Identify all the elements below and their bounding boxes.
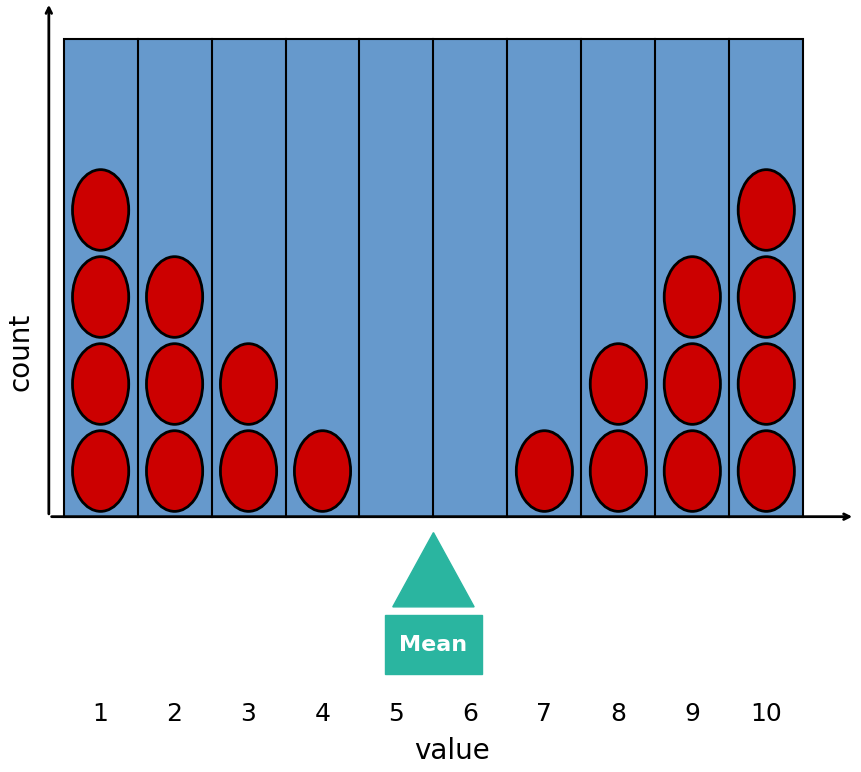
Circle shape [737,344,794,425]
Text: Mean: Mean [399,635,467,655]
Circle shape [737,170,794,250]
X-axis label: value: value [413,737,489,765]
Circle shape [72,431,128,511]
Circle shape [72,256,128,337]
Circle shape [737,431,794,511]
Polygon shape [393,533,474,607]
Circle shape [146,256,202,337]
Circle shape [72,344,128,425]
Y-axis label: count: count [7,313,35,391]
Circle shape [294,431,350,511]
Circle shape [737,256,794,337]
Circle shape [220,344,276,425]
Circle shape [590,431,646,511]
Circle shape [590,344,646,425]
Circle shape [516,431,572,511]
Bar [64,39,802,516]
Circle shape [72,170,128,250]
Circle shape [146,344,202,425]
Circle shape [220,431,276,511]
Circle shape [664,344,720,425]
Polygon shape [385,615,481,674]
Circle shape [146,431,202,511]
Circle shape [664,431,720,511]
Circle shape [664,256,720,337]
